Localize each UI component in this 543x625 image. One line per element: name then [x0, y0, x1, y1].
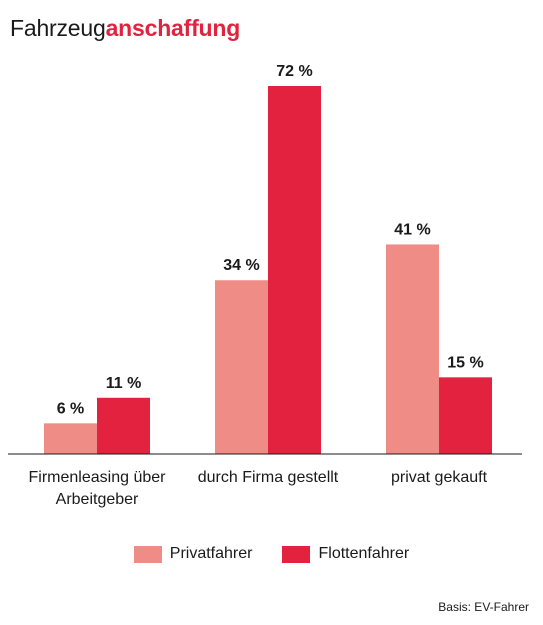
category-labels-group: Firmenleasing über Arbeitgeber durch Firma… — [29, 469, 488, 508]
source-note: Basis: EV-Fahrer — [438, 600, 529, 614]
legend-swatch-flottenfahrer — [282, 545, 311, 563]
category-label-2: privat gekauft — [391, 469, 488, 486]
legend-label-flottenfahrer: Flottenfahrer — [318, 545, 410, 562]
title-accent: anschaffung — [105, 15, 241, 41]
legend: Privatfahrer Flottenfahrer — [0, 545, 543, 563]
data-label-privatfahrer-2: 41 % — [394, 221, 430, 238]
bar-privatfahrer-1 — [215, 280, 268, 454]
data-label-flottenfahrer-0: 11 % — [106, 375, 142, 392]
bar-chart: 6 % 11 % 34 % 72 % 41 % 15 % Firmenleasing üb… — [8, 63, 522, 508]
data-label-privatfahrer-0: 6 % — [57, 400, 85, 417]
legend-label-privatfahrer: Privatfahrer — [169, 545, 253, 562]
bar-flottenfahrer-2 — [439, 377, 492, 454]
chart-title: Fahrzeuganschaffung — [10, 14, 240, 42]
bar-flottenfahrer-0 — [97, 397, 150, 454]
legend-swatch-privatfahrer — [133, 545, 162, 563]
category-label-1: durch Firma gestellt — [198, 469, 339, 486]
category-label-0: Firmenleasing über Arbeitgeber — [29, 469, 167, 508]
title-plain: Fahrzeug — [10, 15, 106, 41]
data-label-flottenfahrer-2: 15 % — [447, 354, 483, 371]
bars-group — [44, 86, 492, 454]
bar-privatfahrer-0 — [44, 423, 97, 454]
legend-item-flottenfahrer: Flottenfahrer — [282, 545, 409, 563]
bar-privatfahrer-2 — [386, 244, 439, 454]
category-label-line: Arbeitgeber — [56, 491, 139, 508]
data-label-flottenfahrer-1: 72 % — [276, 63, 312, 80]
category-label-line: durch Firma gestellt — [198, 469, 339, 486]
category-label-line: Firmenleasing über — [29, 469, 167, 486]
bar-labels-group: 6 % 11 % 34 % 72 % 41 % 15 % — [57, 63, 484, 417]
data-label-privatfahrer-1: 34 % — [223, 257, 259, 274]
category-label-line: privat gekauft — [391, 469, 488, 486]
legend-item-privatfahrer: Privatfahrer — [133, 545, 253, 563]
bar-flottenfahrer-1 — [268, 86, 321, 454]
